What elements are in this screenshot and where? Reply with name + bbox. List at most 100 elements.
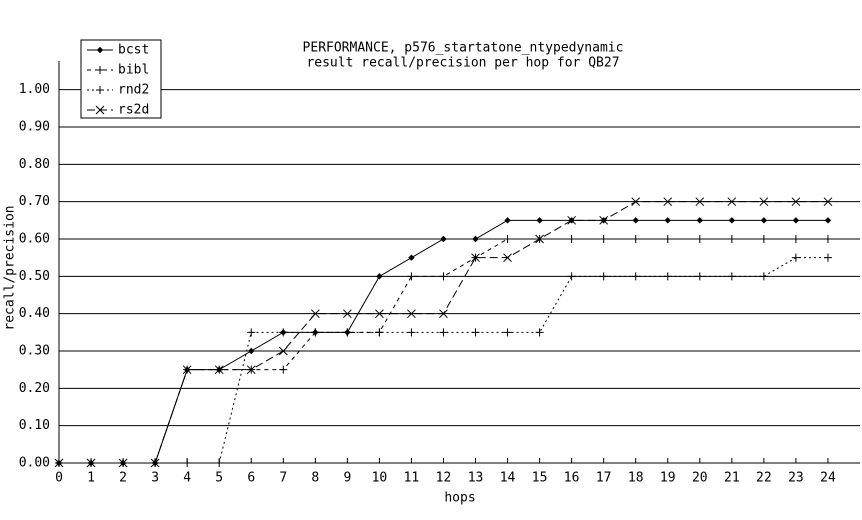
- x-tick-label: 14: [500, 471, 516, 486]
- x-tick-label: 6: [247, 471, 255, 486]
- data-point: [727, 197, 737, 207]
- data-point: [824, 217, 832, 224]
- data-point: [407, 309, 416, 319]
- data-point: [343, 309, 352, 319]
- data-point: [696, 217, 704, 224]
- legend-label: bcst: [118, 43, 149, 58]
- y-tick-label: 0.90: [19, 120, 50, 135]
- legend-label: bibl: [118, 63, 149, 78]
- data-point: [214, 365, 224, 375]
- data-point: [791, 235, 800, 243]
- data-point: [248, 347, 255, 355]
- y-tick-label: 0.80: [19, 157, 50, 172]
- data-point: [278, 346, 288, 356]
- data-point: [504, 217, 511, 224]
- x-tick-label: 19: [660, 471, 676, 486]
- data-point: [471, 253, 480, 263]
- y-tick-label: 0.20: [19, 381, 50, 396]
- series-line: [59, 219, 828, 464]
- x-tick-label: 11: [404, 471, 420, 486]
- data-point: [631, 197, 641, 207]
- y-tick-label: 0.50: [19, 269, 50, 284]
- y-tick-label: 0.00: [19, 456, 50, 471]
- y-tick-label: 0.10: [19, 418, 50, 433]
- x-tick-label: 9: [343, 471, 351, 486]
- x-tick-label: 12: [436, 471, 452, 486]
- x-tick-label: 21: [724, 471, 740, 486]
- x-axis-label: hops: [444, 491, 475, 506]
- data-point: [375, 328, 384, 337]
- data-point: [472, 235, 479, 243]
- y-tick-label: 1.00: [19, 82, 50, 97]
- data-point: [503, 328, 512, 337]
- x-tick-label: 0: [55, 471, 63, 486]
- data-point: [759, 272, 768, 281]
- data-point: [567, 272, 576, 281]
- data-point: [792, 217, 800, 224]
- data-point: [343, 328, 352, 337]
- y-tick-label: 0.40: [19, 306, 50, 321]
- data-point: [215, 459, 224, 467]
- x-tick-label: 5: [215, 471, 223, 486]
- x-tick-label: 23: [788, 471, 804, 486]
- data-point: [663, 197, 673, 207]
- data-point: [246, 365, 256, 375]
- legend-label: rs2d: [118, 103, 149, 118]
- data-point: [376, 273, 383, 280]
- data-point: [727, 272, 736, 281]
- data-point: [118, 458, 128, 468]
- data-point: [407, 272, 416, 281]
- x-tick-label: 22: [756, 471, 772, 486]
- x-tick-label: 8: [311, 471, 319, 486]
- data-point: [567, 235, 576, 243]
- data-point: [86, 458, 96, 468]
- data-point: [663, 272, 672, 281]
- data-point: [759, 235, 768, 243]
- data-point: [760, 217, 768, 224]
- data-point: [823, 253, 832, 262]
- x-tick-label: 10: [372, 471, 388, 486]
- x-tick-label: 3: [151, 471, 159, 486]
- legend-marker: [95, 105, 105, 115]
- series-line: [59, 257, 828, 464]
- data-point: [439, 272, 448, 281]
- y-tick-label: 0.70: [19, 194, 50, 209]
- data-point: [631, 235, 640, 243]
- data-point: [183, 459, 192, 467]
- x-tick-label: 18: [628, 471, 644, 486]
- data-point: [728, 217, 736, 224]
- legend-label: rnd2: [118, 83, 149, 98]
- data-point: [471, 328, 480, 337]
- data-point: [54, 458, 64, 468]
- x-tick-label: 24: [820, 471, 836, 486]
- data-point: [599, 215, 609, 225]
- data-point: [279, 328, 288, 337]
- x-tick-label: 17: [596, 471, 612, 486]
- chart-subtitle: result recall/precision per hop for QB27: [306, 56, 619, 71]
- data-point: [791, 253, 800, 262]
- data-point: [663, 235, 672, 243]
- data-point: [375, 309, 384, 319]
- x-tick-label: 4: [183, 471, 191, 486]
- legend-box: [80, 39, 162, 119]
- y-tick-label: 0.60: [19, 232, 50, 247]
- legend-marker: [96, 46, 104, 54]
- data-point: [182, 365, 192, 375]
- x-tick-label: 13: [468, 471, 484, 486]
- data-point: [503, 235, 512, 243]
- y-tick-label: 0.30: [19, 344, 50, 359]
- x-tick-label: 16: [564, 471, 580, 486]
- data-point: [439, 328, 448, 337]
- data-point: [535, 234, 544, 244]
- data-point: [695, 235, 704, 243]
- data-point: [247, 328, 256, 337]
- data-point: [791, 197, 801, 207]
- data-point: [310, 309, 320, 319]
- x-tick-label: 7: [279, 471, 287, 486]
- data-point: [440, 235, 447, 243]
- data-point: [823, 197, 833, 207]
- legend-marker: [96, 86, 104, 94]
- data-point: [503, 253, 512, 263]
- data-point: [408, 254, 415, 261]
